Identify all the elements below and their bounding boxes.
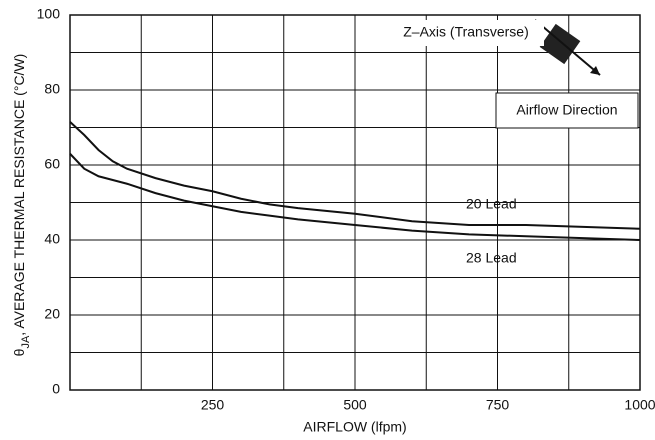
arrow-head bbox=[590, 66, 600, 75]
y-tick-label: 60 bbox=[44, 156, 60, 172]
series-label: 20 Lead bbox=[466, 196, 517, 212]
series-label: 28 Lead bbox=[466, 250, 517, 266]
chip-icon bbox=[539, 23, 581, 65]
y-label-symbol: θ bbox=[11, 348, 27, 356]
y-axis-label: θJA, AVERAGE THERMAL RESISTANCE (°C/W) bbox=[11, 54, 32, 357]
annotation-box bbox=[495, 92, 639, 129]
x-tick-label: 500 bbox=[343, 397, 367, 413]
y-tick-label: 20 bbox=[44, 306, 60, 322]
y-label-subscript: JA bbox=[20, 335, 32, 349]
y-tick-label: 80 bbox=[44, 81, 60, 97]
annotation-bg bbox=[388, 20, 544, 46]
x-tick-label: 250 bbox=[201, 397, 225, 413]
y-label-text: , AVERAGE THERMAL RESISTANCE (°C/W) bbox=[11, 54, 27, 336]
x-tick-label: 750 bbox=[486, 397, 510, 413]
annotation: Airflow Direction bbox=[516, 102, 617, 118]
y-tick-label: 0 bbox=[52, 381, 60, 397]
airflow-arrow bbox=[534, 19, 601, 76]
x-tick-label: 1000 bbox=[624, 397, 655, 413]
annotation: Z–Axis (Transverse) bbox=[403, 24, 529, 40]
series-line bbox=[69, 153, 641, 241]
y-tick-label: 40 bbox=[44, 231, 60, 247]
x-axis-label: AIRFLOW (lfpm) bbox=[303, 419, 406, 435]
y-tick-label: 100 bbox=[37, 6, 61, 22]
series-line bbox=[69, 121, 641, 230]
